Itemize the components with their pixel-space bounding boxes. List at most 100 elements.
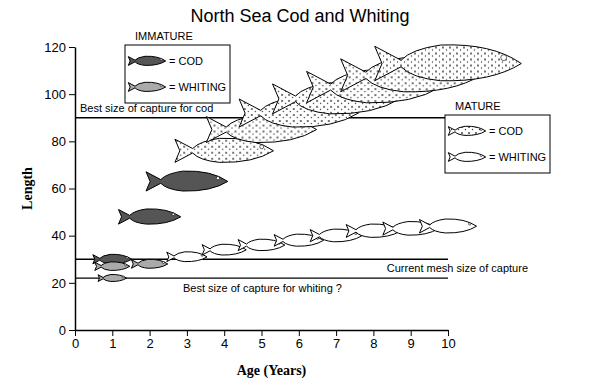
fish-body xyxy=(346,224,400,237)
tick: 20 xyxy=(52,275,75,290)
fish-eye xyxy=(216,177,219,180)
fish-marker xyxy=(131,259,167,268)
legend: MATURE = COD = WHITING xyxy=(445,100,550,173)
x-axis-title: Age (Years) xyxy=(237,363,307,379)
x-axis: 012345678910 xyxy=(72,330,456,351)
fish-eye xyxy=(480,129,482,131)
title: North Sea Cod and Whiting xyxy=(190,6,409,26)
tick: 3 xyxy=(184,330,191,351)
tick-label: 10 xyxy=(441,336,455,351)
tick: 9 xyxy=(408,330,415,351)
legend-label: = COD xyxy=(169,55,203,67)
tick: 1 xyxy=(109,330,116,351)
tick-label: 6 xyxy=(296,336,303,351)
line-label: Best size of capture for cod xyxy=(80,102,213,114)
tick-mark xyxy=(69,94,75,95)
fish-eye xyxy=(160,85,162,87)
tick: 7 xyxy=(333,330,340,351)
tick-label: 3 xyxy=(184,336,191,351)
tick: 80 xyxy=(52,134,75,149)
tick-mark xyxy=(69,47,75,48)
tick-mark xyxy=(411,330,412,336)
fish-body xyxy=(167,252,207,262)
fish-marker xyxy=(419,219,476,233)
fish-body xyxy=(98,274,127,281)
tick-mark xyxy=(75,330,76,336)
fish-marker xyxy=(167,252,207,262)
legend-swatch xyxy=(448,152,485,161)
tick: 10 xyxy=(441,330,455,351)
fish-marker xyxy=(118,209,180,224)
fish-eye xyxy=(501,55,507,61)
tick: 6 xyxy=(296,330,303,351)
fish-body xyxy=(131,259,167,268)
fish-eye xyxy=(162,262,164,264)
fish-body xyxy=(128,82,165,91)
tick-mark xyxy=(69,236,75,237)
tick: 5 xyxy=(258,330,265,351)
tick-label: 8 xyxy=(370,336,377,351)
tick-label: 1 xyxy=(109,336,116,351)
tick: 8 xyxy=(370,330,377,351)
line-label: Best size of capture for whiting ? xyxy=(183,282,342,294)
legend-box xyxy=(125,45,230,103)
fish-body xyxy=(448,152,485,161)
tick-mark xyxy=(336,330,337,336)
y-axis: 0 20 40 60 80 100 120 xyxy=(44,40,75,338)
fish-body xyxy=(448,126,485,135)
tick-label: 9 xyxy=(408,336,415,351)
tick-mark xyxy=(187,330,188,336)
legend: IMMATURE = COD = WHITING xyxy=(125,30,230,103)
tick-mark xyxy=(373,330,374,336)
legend-swatch xyxy=(128,82,165,91)
tick-label: 7 xyxy=(333,336,340,351)
tick-mark xyxy=(69,330,75,331)
tick: 60 xyxy=(52,181,75,196)
tick: 4 xyxy=(221,330,228,351)
tick: 100 xyxy=(44,87,75,102)
fish-body xyxy=(146,171,228,191)
fish-eye xyxy=(469,223,471,225)
fish-eye xyxy=(160,59,162,61)
tick-label: 120 xyxy=(44,40,66,55)
fish-marker xyxy=(146,171,228,191)
tick-label: 0 xyxy=(59,323,66,338)
y-axis-title: Length xyxy=(20,167,35,210)
tick-label: 20 xyxy=(52,275,66,290)
legend-title: MATURE xyxy=(455,100,501,112)
tick-mark xyxy=(224,330,225,336)
tick-label: 4 xyxy=(221,336,228,351)
fish-eye xyxy=(126,257,128,259)
tick-label: 60 xyxy=(52,181,66,196)
fish-body xyxy=(128,56,165,65)
tick-mark xyxy=(448,330,449,336)
fish-eye xyxy=(260,145,264,149)
tick-label: 5 xyxy=(258,336,265,351)
tick-label: 2 xyxy=(146,336,153,351)
legend-title: IMMATURE xyxy=(135,30,193,42)
fish-marker xyxy=(95,262,130,271)
legend-swatch xyxy=(128,56,165,65)
tick: 0 xyxy=(59,323,75,338)
tick-mark xyxy=(150,330,151,336)
legend-swatch xyxy=(448,126,485,135)
legend-label: = COD xyxy=(489,125,523,137)
fish-marker xyxy=(346,224,400,237)
legend-label: = WHITING xyxy=(489,151,546,163)
fish-body xyxy=(118,209,180,224)
tick-mark xyxy=(262,330,263,336)
tick-label: 80 xyxy=(52,134,66,149)
tick: 2 xyxy=(146,330,153,351)
chart: 0 1 2 3 4 5 6 7 8 9 10 0 20 40 60 80 100 120 Best size of … xyxy=(0,0,600,389)
fish-body xyxy=(419,219,476,233)
fish-marker xyxy=(98,274,127,281)
legend-label: = WHITING xyxy=(169,81,226,93)
fish-eye xyxy=(480,155,482,157)
plot: 0 1 2 3 4 5 6 7 8 9 10 0 20 40 60 80 100 120 Best size of … xyxy=(44,40,528,352)
legend-box xyxy=(445,115,550,173)
tick-mark xyxy=(299,330,300,336)
fish-eye xyxy=(125,264,127,266)
tick: 40 xyxy=(52,228,75,243)
fish-marker xyxy=(375,45,522,81)
tick: 120 xyxy=(44,40,75,55)
